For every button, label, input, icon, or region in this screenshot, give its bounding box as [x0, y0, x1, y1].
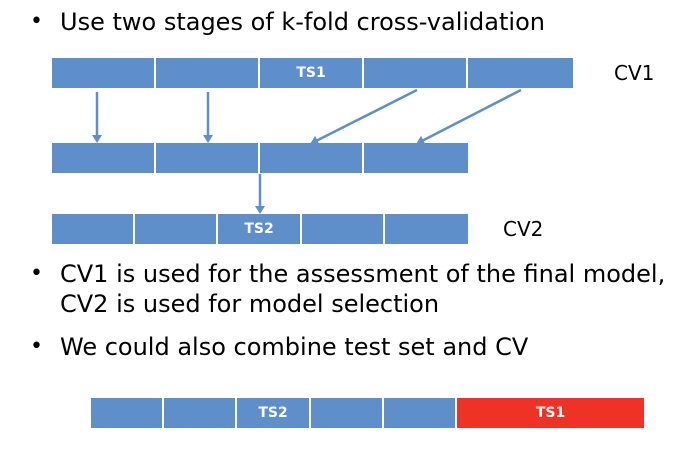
bullet-2-text-line-2: CV2 is used for model selection [60, 290, 440, 318]
combined-fold-2 [164, 398, 237, 428]
arrow-diag-2 [416, 88, 522, 145]
combined-bar: TS2 TS1 [91, 398, 644, 428]
combined-test-set: TS1 [457, 398, 644, 428]
cv2-bar: TS2 [52, 214, 468, 244]
combined-fold-5 [384, 398, 457, 428]
combined-fold-4 [311, 398, 384, 428]
reduced-fold-1 [52, 143, 156, 173]
bullet-marker: • [30, 9, 43, 34]
reduced-fold-2 [156, 143, 260, 173]
bullet-marker: • [30, 334, 43, 359]
cv1-fold-1 [52, 58, 156, 88]
cv2-fold-3-test: TS2 [218, 214, 302, 244]
combined-fold-1 [91, 398, 164, 428]
bullet-marker: • [30, 261, 43, 286]
cv2-fold-2 [135, 214, 218, 244]
reduced-fold-4 [364, 143, 468, 173]
cv2-label: CV2 [503, 217, 544, 241]
cv1-bar: TS1 [52, 58, 573, 88]
arrow-diag-1 [310, 88, 418, 145]
cv1-fold-3-test: TS1 [260, 58, 364, 88]
reduced-bar [52, 143, 468, 173]
combined-fold-3-validation: TS2 [237, 398, 311, 428]
cv1-fold-2 [156, 58, 260, 88]
cv2-fold-5 [385, 214, 468, 244]
cv2-fold-1 [52, 214, 135, 244]
bullet-2-text-line-1: CV1 is used for the assessment of the fi… [60, 260, 666, 288]
reduced-fold-3 [260, 143, 364, 173]
bullet-1-text: Use two stages of k-fold cross-validatio… [60, 8, 545, 36]
bullet-3-text: We could also combine test set and CV [60, 333, 529, 361]
cv2-fold-4 [302, 214, 385, 244]
cv1-label: CV1 [614, 61, 655, 85]
cv1-fold-5 [468, 58, 573, 88]
cv1-fold-4 [364, 58, 468, 88]
